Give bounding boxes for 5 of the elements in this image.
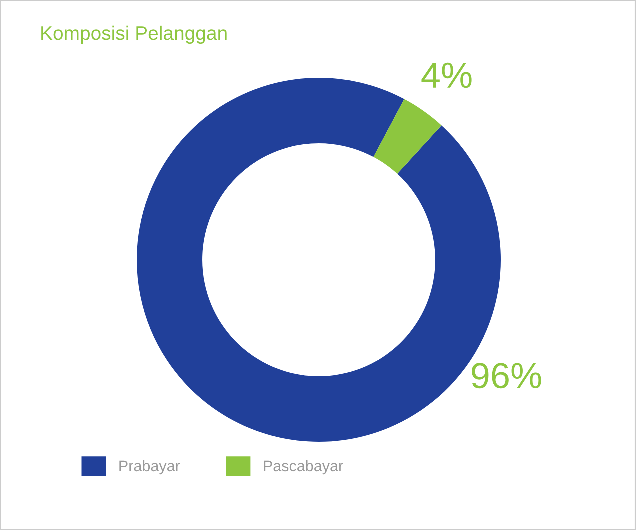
chart-title: Komposisi Pelanggan [42,26,227,44]
data-label: 4% [422,62,472,88]
legend-label: Prabayar [120,460,180,475]
legend-label: Pascabayar [264,460,344,475]
data-label: 96% [472,363,542,389]
